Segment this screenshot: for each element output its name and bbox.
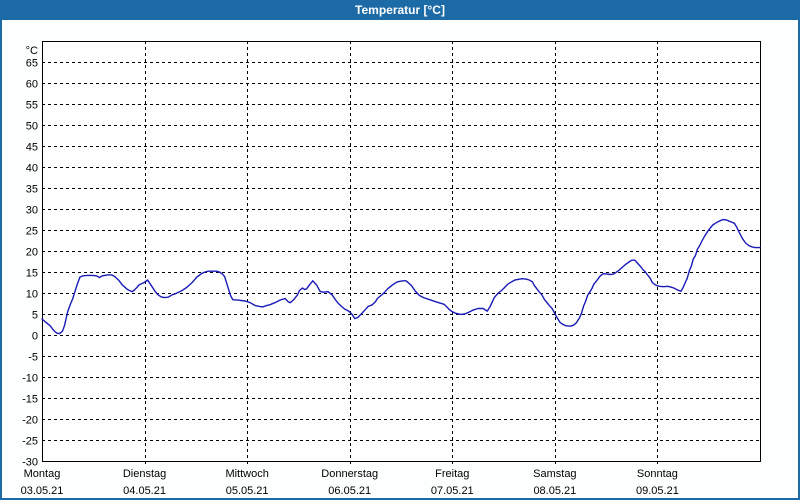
y-tick-label: -15 <box>22 394 38 406</box>
x-day-label: Mittwoch <box>225 468 268 480</box>
window-titlebar: Temperatur [°C] <box>0 0 800 20</box>
x-day-label: Sonntag <box>637 468 678 480</box>
x-day-label: Dienstag <box>123 468 166 480</box>
y-tick-label: -10 <box>22 373 38 385</box>
y-tick-label: 60 <box>26 79 38 91</box>
y-tick-label: 5 <box>32 310 38 322</box>
y-tick-label: 25 <box>26 226 38 238</box>
y-tick-label: 20 <box>26 247 38 259</box>
y-tick-label: 65 <box>26 58 38 70</box>
x-date-label: 05.05.21 <box>226 485 269 497</box>
x-date-label: 07.05.21 <box>431 485 474 497</box>
x-date-label: 04.05.21 <box>123 485 166 497</box>
x-date-label: 06.05.21 <box>328 485 371 497</box>
x-date-label: 08.05.21 <box>533 485 576 497</box>
y-tick-label: 15 <box>26 268 38 280</box>
y-tick-label: 30 <box>26 205 38 217</box>
y-tick-label: 40 <box>26 163 38 175</box>
x-date-label: 03.05.21 <box>21 485 64 497</box>
x-day-label: Donnerstag <box>321 468 378 480</box>
y-tick-label: 45 <box>26 142 38 154</box>
y-tick-label: -25 <box>22 436 38 448</box>
x-day-label: Samstag <box>533 468 576 480</box>
y-tick-label: 50 <box>26 121 38 133</box>
x-date-label: 09.05.21 <box>636 485 679 497</box>
y-tick-label: 35 <box>26 184 38 196</box>
y-tick-label: -30 <box>22 457 38 469</box>
x-day-label: Montag <box>24 468 61 480</box>
x-day-label: Freitag <box>435 468 469 480</box>
y-tick-label: -5 <box>28 352 38 364</box>
window-title: Temperatur [°C] <box>355 3 445 17</box>
y-tick-label: 0 <box>32 331 38 343</box>
temperature-line <box>41 218 761 335</box>
y-tick-label: 10 <box>26 289 38 301</box>
y-axis-unit-label: °C <box>26 45 38 57</box>
y-tick-label: -20 <box>22 415 38 427</box>
y-tick-label: 55 <box>26 100 38 112</box>
